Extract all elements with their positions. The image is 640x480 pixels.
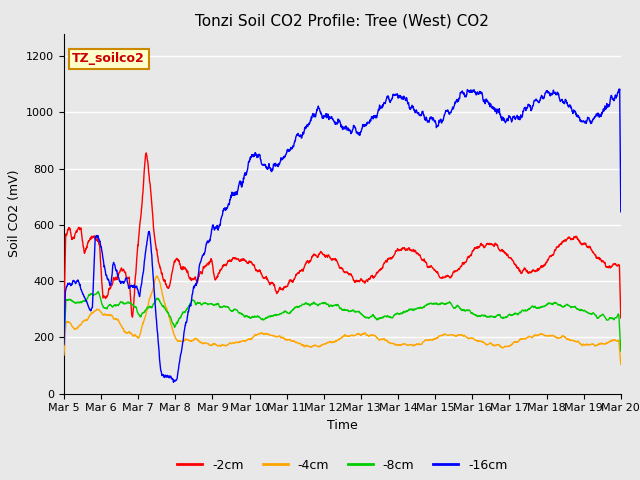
X-axis label: Time: Time — [327, 419, 358, 432]
Text: TZ_soilco2: TZ_soilco2 — [72, 52, 145, 65]
Title: Tonzi Soil CO2 Profile: Tree (West) CO2: Tonzi Soil CO2 Profile: Tree (West) CO2 — [195, 13, 490, 28]
Legend: -2cm, -4cm, -8cm, -16cm: -2cm, -4cm, -8cm, -16cm — [172, 454, 513, 477]
Y-axis label: Soil CO2 (mV): Soil CO2 (mV) — [8, 170, 20, 257]
